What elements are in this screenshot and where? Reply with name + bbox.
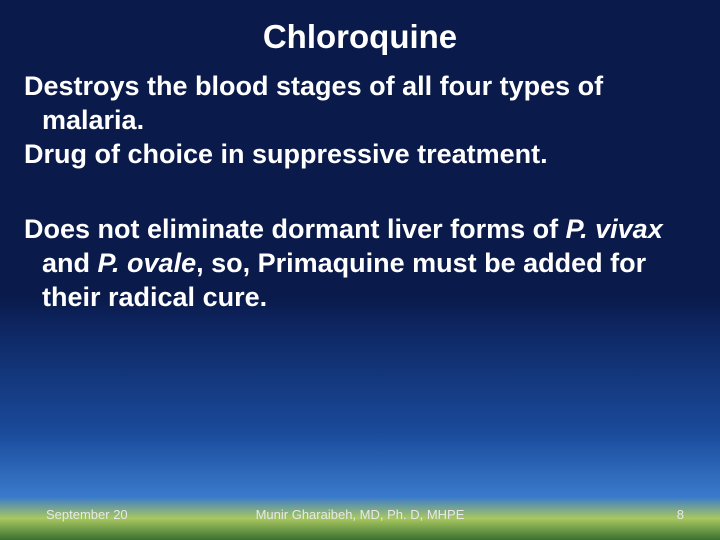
para3-a: Does not eliminate dormant liver forms o…	[24, 214, 566, 244]
para1-line1: Destroys the blood stages of all four ty…	[24, 71, 603, 101]
slide-body: Destroys the blood stages of all four ty…	[0, 64, 720, 315]
para3-d-italic: P. ovale	[98, 248, 197, 278]
paragraph-2: Drug of choice in suppressive treatment.	[14, 138, 692, 172]
footer-date: September 20	[46, 507, 128, 522]
footer-author: Munir Gharaibeh, MD, Ph. D, MHPE	[256, 507, 465, 522]
paragraph-3: Does not eliminate dormant liver forms o…	[14, 213, 692, 314]
footer-page-number: 8	[677, 507, 684, 522]
para2-text: Drug of choice in suppressive treatment.	[24, 139, 548, 169]
para3-b-italic: P. vivax	[566, 214, 663, 244]
paragraph-gap	[14, 171, 692, 213]
slide-title: Chloroquine	[0, 0, 720, 64]
slide: Chloroquine Destroys the blood stages of…	[0, 0, 720, 540]
paragraph-1: Destroys the blood stages of all four ty…	[14, 70, 692, 138]
para1-line2: malaria.	[42, 105, 144, 135]
para3-c: and	[42, 248, 98, 278]
